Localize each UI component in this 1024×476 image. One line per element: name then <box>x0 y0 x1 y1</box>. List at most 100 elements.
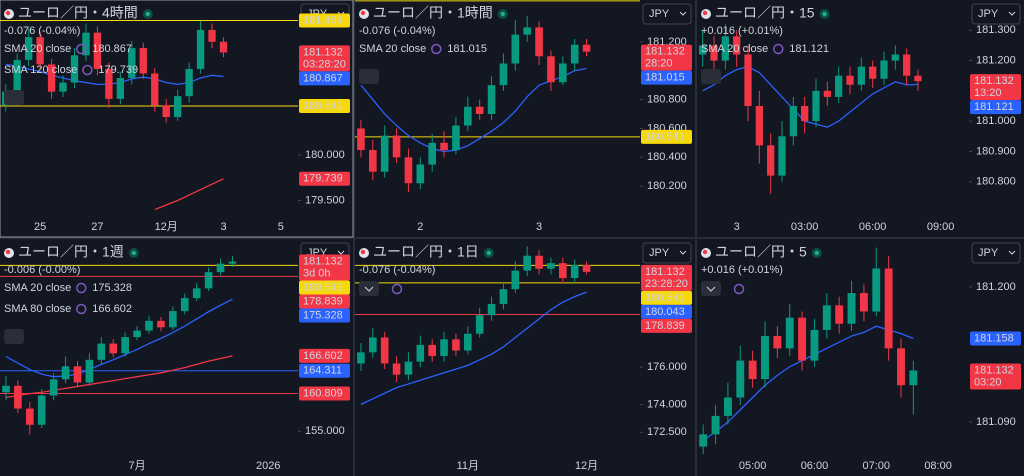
price-tag <box>299 348 350 363</box>
currency-button[interactable] <box>971 3 1021 25</box>
candle-body <box>416 164 425 184</box>
candle-body <box>452 125 460 151</box>
x-tick-label: 12月 <box>575 460 598 472</box>
candle-body <box>710 45 718 61</box>
plot-area <box>699 247 918 454</box>
candle-body <box>85 359 94 383</box>
currency-label: JPY <box>978 8 999 20</box>
currency-button[interactable] <box>971 242 1021 264</box>
price-tag-label: 180.541 <box>303 281 343 293</box>
price-change: +0.016 (+0.01%) <box>701 264 783 276</box>
market-status-dot <box>131 250 136 256</box>
candle-body <box>748 360 757 380</box>
market-status-dot <box>822 11 827 17</box>
candle-body <box>773 336 782 349</box>
y-tick-label: 179.500 <box>305 194 345 206</box>
legend-value: 181.121 <box>789 43 829 55</box>
candle-body <box>93 32 102 69</box>
currency-button[interactable] <box>642 242 692 264</box>
legend-icon[interactable] <box>431 43 442 55</box>
legend-icon[interactable] <box>82 64 93 76</box>
price-tag <box>299 99 350 114</box>
candle-body <box>846 75 854 85</box>
candle-body <box>547 263 555 269</box>
legend-name: SMA 120 close <box>4 64 77 76</box>
legend-icon[interactable] <box>76 282 87 294</box>
candle-body <box>547 56 555 83</box>
candle-body <box>357 128 365 151</box>
price-tag <box>299 294 350 309</box>
chart-panel: 181.200 181.090 05:00 06:00 07:00 08:00 ユーロ／円・… <box>697 239 1024 476</box>
plot-area <box>699 24 922 194</box>
y-tick-label: 181.000 <box>976 115 1016 127</box>
y-tick-label: 180.800 <box>647 93 687 105</box>
x-tick-label: 5 <box>278 221 284 233</box>
candle-body <box>914 75 922 82</box>
x-tick-label: 2 <box>417 221 423 233</box>
countdown-label: 13:20 <box>974 87 1002 99</box>
candle-body <box>180 298 189 312</box>
plot-area <box>355 246 640 405</box>
candle-body <box>133 330 141 338</box>
legend-icon[interactable] <box>773 43 784 55</box>
y-tick-label: 176.000 <box>647 361 687 373</box>
price-tag-label: 181.132 <box>974 75 1014 87</box>
collapse-button[interactable] <box>359 69 379 84</box>
candle-body <box>744 54 752 106</box>
currency-label: JPY <box>649 247 670 259</box>
x-tick-label: 11月 <box>457 460 479 472</box>
candle-body <box>157 320 165 328</box>
candle-body <box>499 63 508 86</box>
candle-body <box>36 37 44 65</box>
candle-body <box>699 434 708 447</box>
candle-body <box>869 66 877 79</box>
legend-icon[interactable] <box>76 303 87 315</box>
x-tick-label: 06:00 <box>801 460 829 472</box>
y-tick-label: 172.500 <box>647 426 687 438</box>
indicator-icon[interactable] <box>733 283 745 295</box>
chevron <box>337 250 345 255</box>
price-change: -0.076 (-0.04%) <box>359 25 435 37</box>
x-tick-label: 2026 <box>256 460 280 472</box>
candle-body <box>208 29 216 42</box>
price-tag-label: 181.484 <box>303 14 343 26</box>
collapse-button[interactable] <box>701 69 721 84</box>
collapse-button[interactable] <box>701 281 721 296</box>
candle-body <box>369 337 377 353</box>
candle-body <box>835 75 843 97</box>
currency-button[interactable] <box>642 3 692 25</box>
candle-body <box>535 255 543 269</box>
countdown-label: 28:20 <box>645 58 673 70</box>
x-tick-label: 3 <box>536 221 542 233</box>
candle-body <box>847 293 856 324</box>
candle-body <box>559 263 567 279</box>
sma-line <box>5 298 233 378</box>
y-tick-label: 181.300 <box>976 24 1016 36</box>
market-status-dot <box>500 11 505 17</box>
legend-icon[interactable] <box>76 43 87 55</box>
x-tick-label: 3 <box>220 221 226 233</box>
candle-body <box>499 289 508 305</box>
collapse-button[interactable] <box>4 329 24 344</box>
candle-body <box>228 261 237 264</box>
legend-value: 175.328 <box>92 282 132 294</box>
candle-body <box>37 395 46 425</box>
x-tick-label: 06:00 <box>859 221 887 233</box>
y-tick-label: 180.200 <box>647 180 687 192</box>
collapse-button[interactable] <box>359 281 379 296</box>
candle-body <box>711 415 720 435</box>
countdown-label: 03:28:20 <box>303 58 346 70</box>
price-tag <box>641 290 692 305</box>
legend-name: SMA 20 close <box>4 282 71 294</box>
collapse-button[interactable] <box>4 90 24 105</box>
candle-body <box>428 142 436 165</box>
price-tag <box>641 304 692 319</box>
x-tick-label: 7月 <box>129 460 146 472</box>
indicator-icon[interactable] <box>391 283 403 295</box>
legend-name: SMA 20 close <box>701 43 768 55</box>
price-tag <box>641 264 692 291</box>
candle-body <box>369 150 377 172</box>
plot-area <box>0 255 298 435</box>
price-tag-label: 164.311 <box>303 365 342 377</box>
